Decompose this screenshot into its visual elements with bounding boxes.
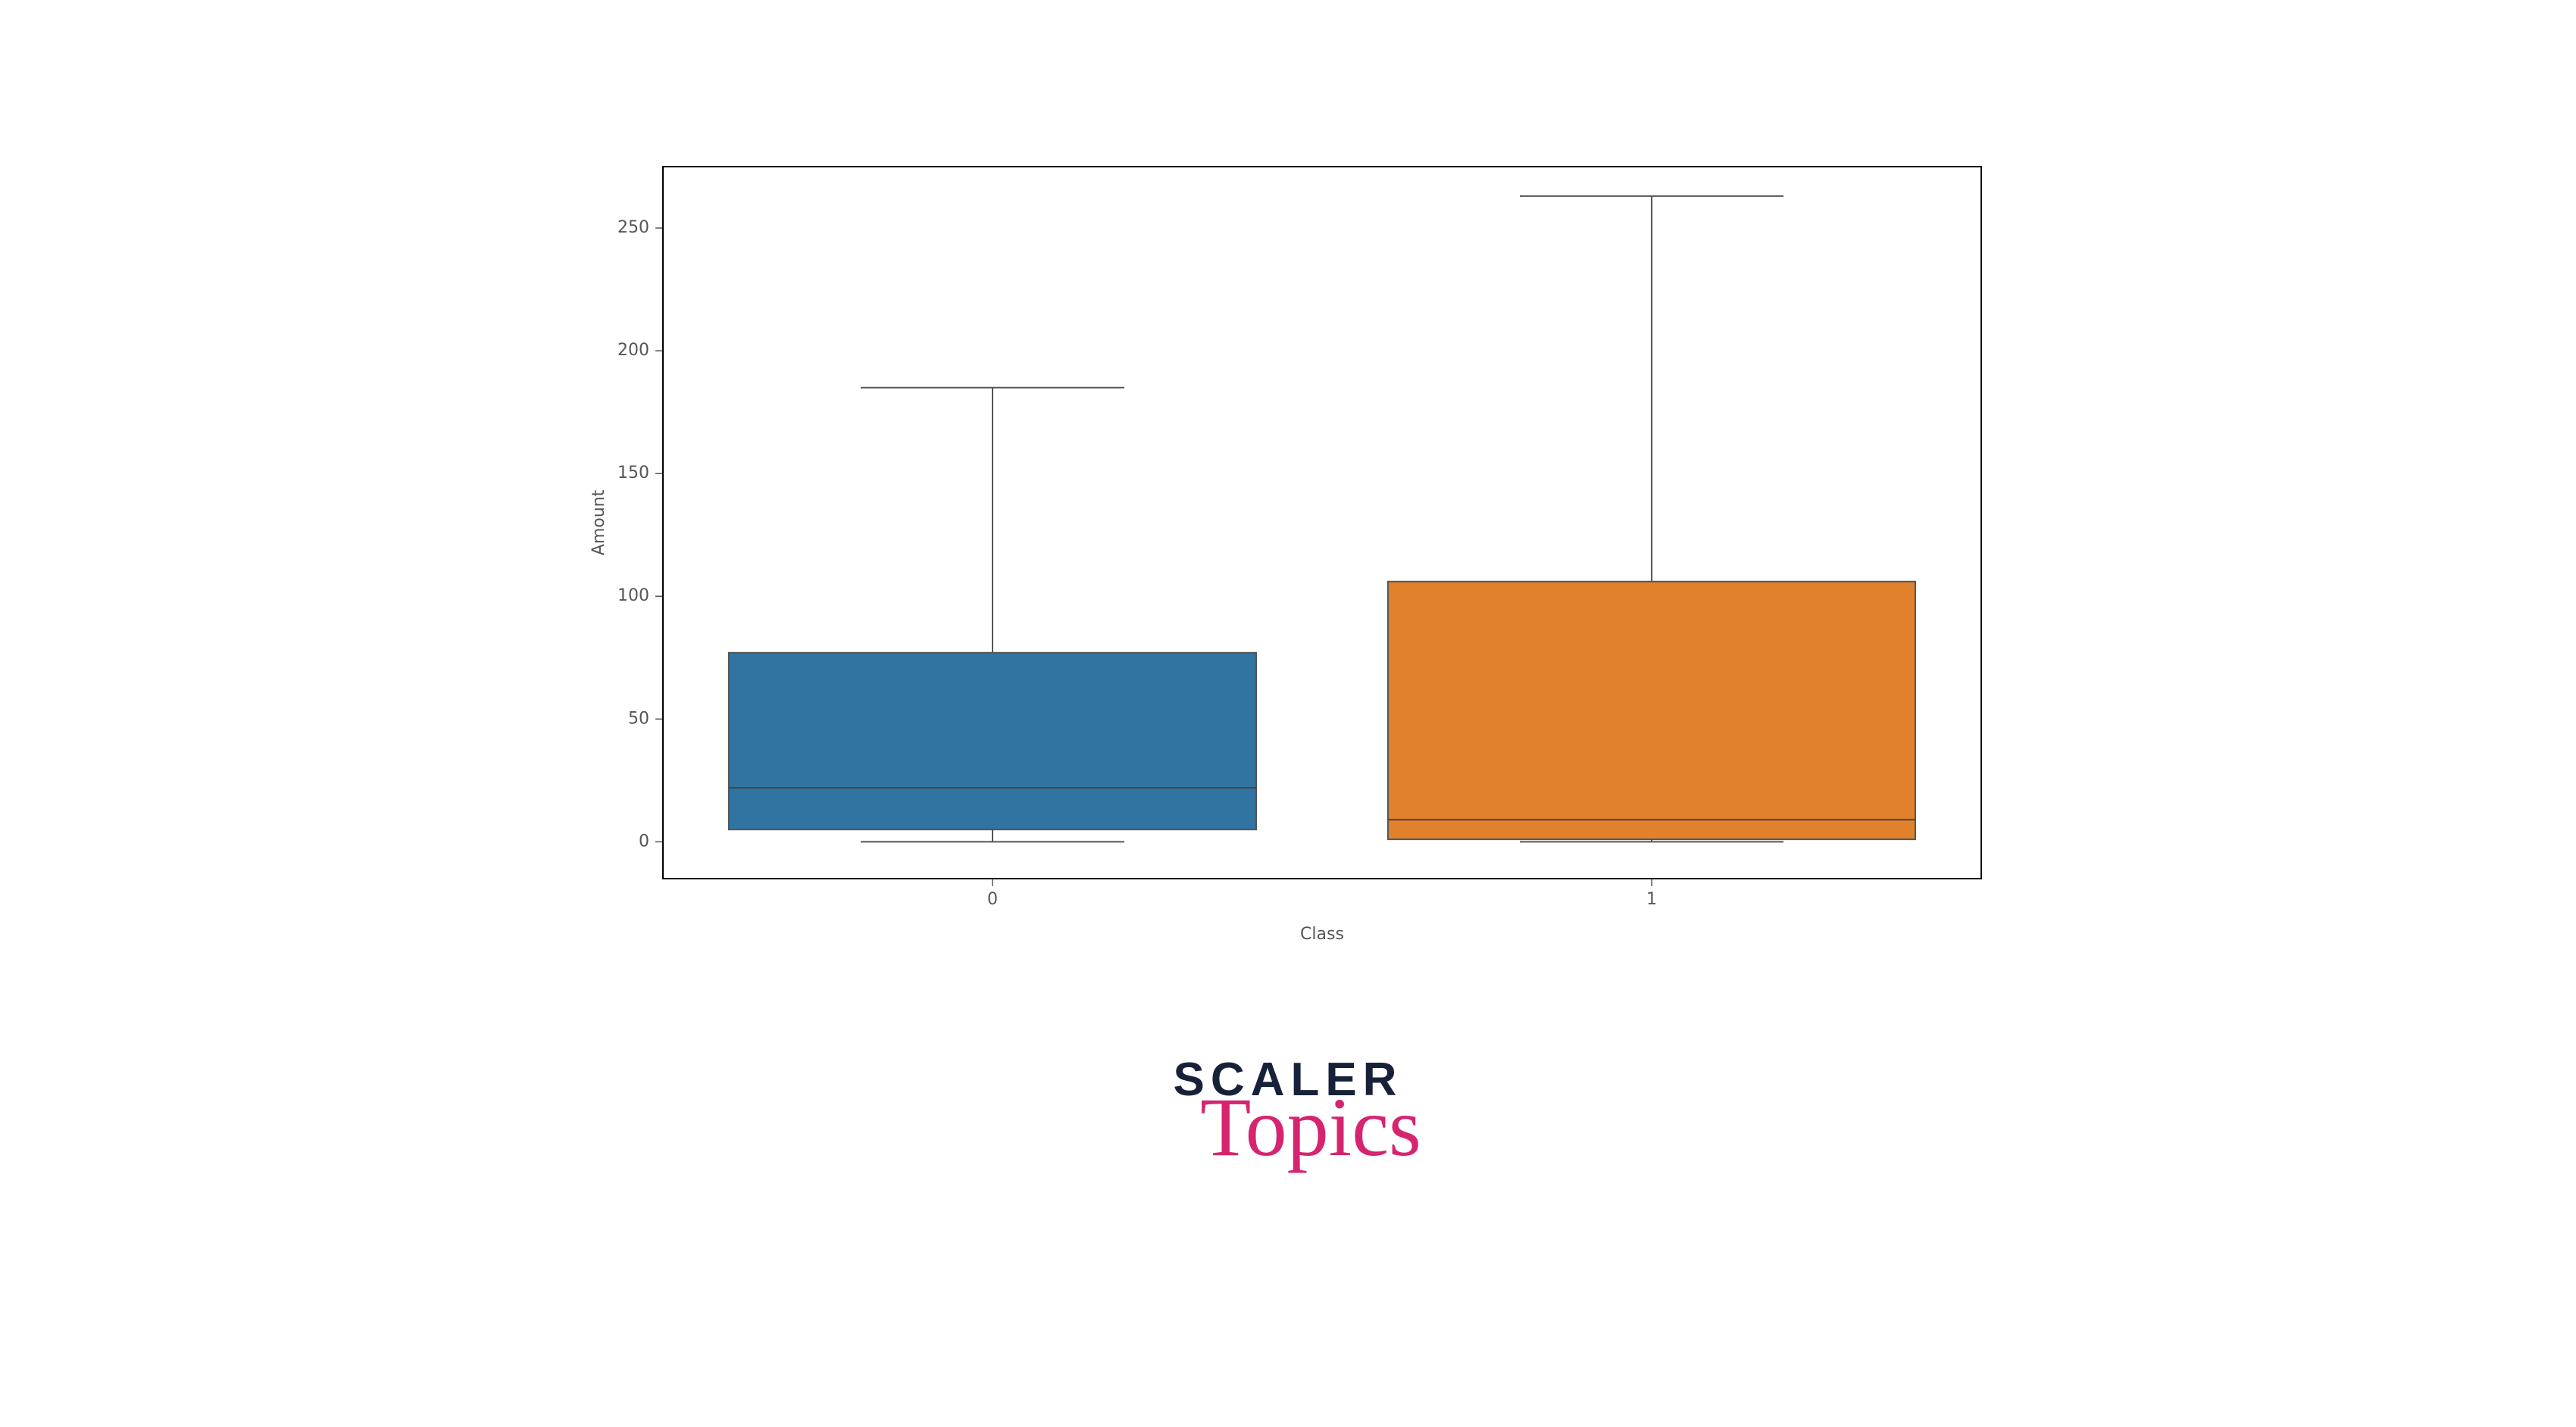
xlabel: Class (1300, 925, 1344, 944)
scaler-topics-logo: SCALER Topics (1155, 1053, 1421, 1169)
ytick-label: 50 (628, 709, 649, 728)
ylabel: Amount (589, 489, 608, 555)
ytick-label: 250 (617, 218, 649, 237)
ytick-label: 150 (617, 464, 649, 482)
xtick-label: 1 (1646, 890, 1657, 909)
box (1388, 582, 1915, 839)
ytick-label: 0 (639, 832, 649, 851)
ytick-label: 200 (617, 341, 649, 360)
xtick-label: 0 (987, 890, 998, 909)
ytick-label: 100 (617, 586, 649, 605)
logo-topics-text: Topics (1200, 1085, 1421, 1169)
box (729, 653, 1256, 829)
boxplot-chart: 0 50 100 150 200 250 0 1 Class Amount (580, 151, 1996, 965)
chart-svg: 0 50 100 150 200 250 0 1 Class Amount (580, 151, 1996, 962)
